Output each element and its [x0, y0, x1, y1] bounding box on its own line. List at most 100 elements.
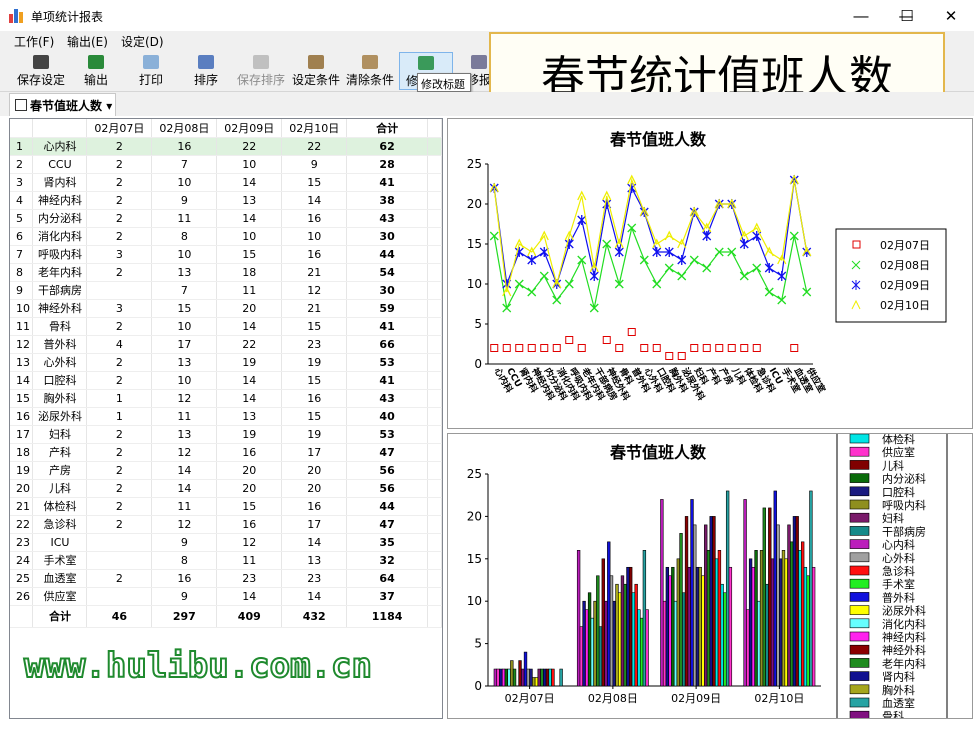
table-cell[interactable]: 14 [216, 587, 283, 606]
table-cell[interactable]: 2 [86, 443, 153, 462]
table-cell[interactable]: 14 [216, 173, 283, 192]
table-cell[interactable]: 8 [151, 551, 218, 570]
table-cell[interactable]: 13 [151, 263, 218, 282]
table-cell[interactable]: 10 [151, 173, 218, 192]
table-cell[interactable]: 干部病房 [32, 281, 88, 300]
table-cell[interactable]: 19 [216, 425, 283, 444]
table-cell[interactable]: 2 [86, 569, 153, 588]
table-cell[interactable]: 1 [86, 389, 153, 408]
table-cell[interactable]: 21 [281, 263, 348, 282]
table-cell[interactable]: 14 [281, 587, 348, 606]
table-cell[interactable]: 14 [10, 371, 34, 390]
table-cell[interactable]: 14 [216, 317, 283, 336]
grid-header-cell[interactable] [10, 119, 34, 138]
table-row[interactable]: 14 口腔科 2 10 14 15 41 [10, 371, 442, 390]
table-cell[interactable]: 23 [216, 569, 283, 588]
table-cell[interactable]: 11 [151, 407, 218, 426]
table-cell[interactable]: 16 [281, 245, 348, 264]
table-cell[interactable]: 手术室 [32, 551, 88, 570]
table-cell[interactable]: 66 [346, 335, 428, 354]
table-cell[interactable]: 15 [281, 173, 348, 192]
table-cell[interactable]: 2 [86, 479, 153, 498]
table-cell[interactable]: 8 [10, 263, 34, 282]
table-cell[interactable]: 心内科 [32, 137, 88, 156]
table-cell[interactable]: 10 [216, 155, 283, 174]
table-cell[interactable]: 43 [346, 209, 428, 228]
table-cell[interactable]: 11 [151, 497, 218, 516]
table-cell[interactable]: 30 [346, 281, 428, 300]
table-cell[interactable]: 2 [86, 263, 153, 282]
data-grid[interactable]: 02月07日 02月08日 02月09日 02月10日 合计 1 心内科 2 16 22 22 62… [9, 118, 443, 719]
table-cell[interactable]: 普外科 [32, 335, 88, 354]
table-cell[interactable]: 16 [281, 389, 348, 408]
table-cell[interactable]: 23 [281, 335, 348, 354]
table-cell[interactable]: 7 [151, 155, 218, 174]
save-settings-button[interactable]: 保存设定 [16, 52, 66, 90]
table-cell[interactable]: 12 [151, 389, 218, 408]
table-row[interactable]: 25 血透室 2 16 23 23 64 [10, 569, 442, 588]
table-cell[interactable]: 2 [86, 191, 153, 210]
table-cell[interactable]: 15 [281, 371, 348, 390]
minimize-button[interactable]: — [898, 6, 914, 25]
table-cell[interactable]: 53 [346, 353, 428, 372]
table-cell[interactable]: 12 [151, 443, 218, 462]
table-cell[interactable]: 38 [346, 191, 428, 210]
table-cell[interactable]: 急诊科 [32, 515, 88, 534]
table-cell[interactable]: 56 [346, 461, 428, 480]
grid-header-cell[interactable]: 合计 [346, 119, 428, 138]
table-cell[interactable]: 19 [281, 353, 348, 372]
table-cell[interactable]: 44 [346, 497, 428, 516]
table-cell[interactable]: 13 [151, 425, 218, 444]
table-cell[interactable]: 9 [281, 155, 348, 174]
table-cell[interactable]: 21 [281, 299, 348, 318]
table-cell[interactable]: 41 [346, 371, 428, 390]
table-cell[interactable]: 47 [346, 443, 428, 462]
table-cell[interactable]: 20 [216, 299, 283, 318]
close-button[interactable]: ✕ [944, 6, 958, 25]
table-cell[interactable]: 14 [151, 479, 218, 498]
table-cell[interactable]: 62 [346, 137, 428, 156]
table-row[interactable]: 12 普外科 4 17 22 23 66 [10, 335, 442, 354]
table-cell[interactable]: 10 [216, 227, 283, 246]
table-row[interactable]: 24 手术室 8 11 13 32 [10, 551, 442, 570]
table-cell[interactable]: 14 [281, 533, 348, 552]
table-cell[interactable]: 16 [281, 209, 348, 228]
table-cell[interactable]: 40 [346, 407, 428, 426]
menu-settings[interactable]: 设定(D) [121, 35, 164, 49]
table-row[interactable]: 3 肾内科 2 10 14 15 41 [10, 173, 442, 192]
table-cell[interactable]: 2 [86, 515, 153, 534]
table-cell[interactable]: 2 [86, 227, 153, 246]
table-cell[interactable]: 2 [86, 317, 153, 336]
export-button[interactable]: 输出 [78, 52, 114, 90]
table-cell[interactable]: 16 [281, 497, 348, 516]
table-cell[interactable] [86, 587, 153, 606]
print-button[interactable]: 打印 [133, 52, 169, 90]
table-row[interactable]: 17 妇科 2 13 19 19 53 [10, 425, 442, 444]
table-row[interactable]: 1 心内科 2 16 22 22 62 [10, 137, 442, 156]
table-cell[interactable]: 25 [10, 569, 34, 588]
table-cell[interactable]: 泌尿外科 [32, 407, 88, 426]
table-cell[interactable]: 2 [86, 461, 153, 480]
table-cell[interactable]: 15 [216, 245, 283, 264]
table-cell[interactable]: 22 [10, 515, 34, 534]
table-row[interactable]: 21 体检科 2 11 15 16 44 [10, 497, 442, 516]
table-cell[interactable]: 26 [10, 587, 34, 606]
table-row[interactable]: 13 心外科 2 13 19 19 53 [10, 353, 442, 372]
table-row[interactable]: 23 ICU 9 12 14 35 [10, 533, 442, 552]
table-cell[interactable]: 17 [281, 515, 348, 534]
table-row[interactable]: 20 儿科 2 14 20 20 56 [10, 479, 442, 498]
table-cell[interactable]: 20 [281, 479, 348, 498]
table-cell[interactable]: 54 [346, 263, 428, 282]
table-cell[interactable]: 15 [216, 497, 283, 516]
table-cell[interactable]: 产房 [32, 461, 88, 480]
grid-header-cell[interactable] [32, 119, 88, 138]
table-cell[interactable]: 10 [281, 227, 348, 246]
table-cell[interactable]: 呼吸内科 [32, 245, 88, 264]
table-cell[interactable]: 2 [86, 155, 153, 174]
table-cell[interactable]: 2 [86, 209, 153, 228]
table-cell[interactable]: 32 [346, 551, 428, 570]
table-cell[interactable]: 肾内科 [32, 173, 88, 192]
grid-header-cell[interactable]: 02月09日 [216, 119, 283, 138]
table-cell[interactable]: 64 [346, 569, 428, 588]
table-row[interactable]: 5 内分泌科 2 11 14 16 43 [10, 209, 442, 228]
